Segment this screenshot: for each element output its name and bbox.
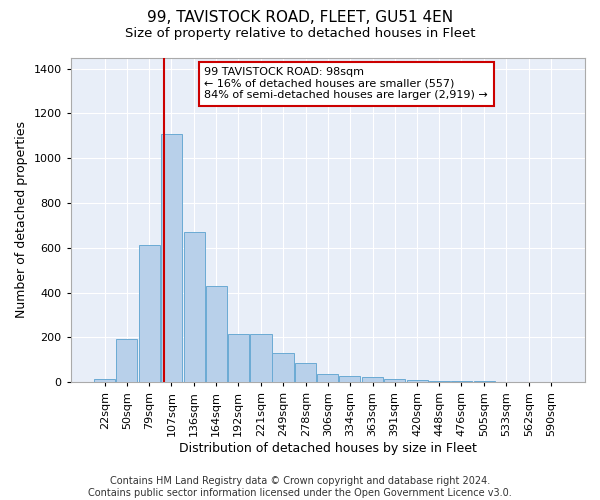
Text: 99 TAVISTOCK ROAD: 98sqm
← 16% of detached houses are smaller (557)
84% of semi-: 99 TAVISTOCK ROAD: 98sqm ← 16% of detach… — [205, 67, 488, 100]
Bar — [362, 376, 383, 382]
Bar — [473, 381, 495, 382]
Text: Contains HM Land Registry data © Crown copyright and database right 2024.
Contai: Contains HM Land Registry data © Crown c… — [88, 476, 512, 498]
Bar — [184, 232, 205, 382]
Bar — [206, 286, 227, 382]
Bar — [161, 134, 182, 382]
Bar — [94, 379, 115, 382]
Bar — [317, 374, 338, 382]
Bar — [272, 353, 293, 382]
X-axis label: Distribution of detached houses by size in Fleet: Distribution of detached houses by size … — [179, 442, 477, 455]
Bar — [250, 334, 272, 382]
Bar — [384, 379, 405, 382]
Bar — [339, 376, 361, 382]
Bar — [451, 381, 472, 382]
Bar — [429, 381, 450, 382]
Bar — [227, 334, 249, 382]
Bar — [407, 380, 428, 382]
Bar — [139, 244, 160, 382]
Bar — [116, 338, 137, 382]
Y-axis label: Number of detached properties: Number of detached properties — [15, 122, 28, 318]
Text: 99, TAVISTOCK ROAD, FLEET, GU51 4EN: 99, TAVISTOCK ROAD, FLEET, GU51 4EN — [147, 10, 453, 25]
Bar — [295, 364, 316, 382]
Text: Size of property relative to detached houses in Fleet: Size of property relative to detached ho… — [125, 28, 475, 40]
